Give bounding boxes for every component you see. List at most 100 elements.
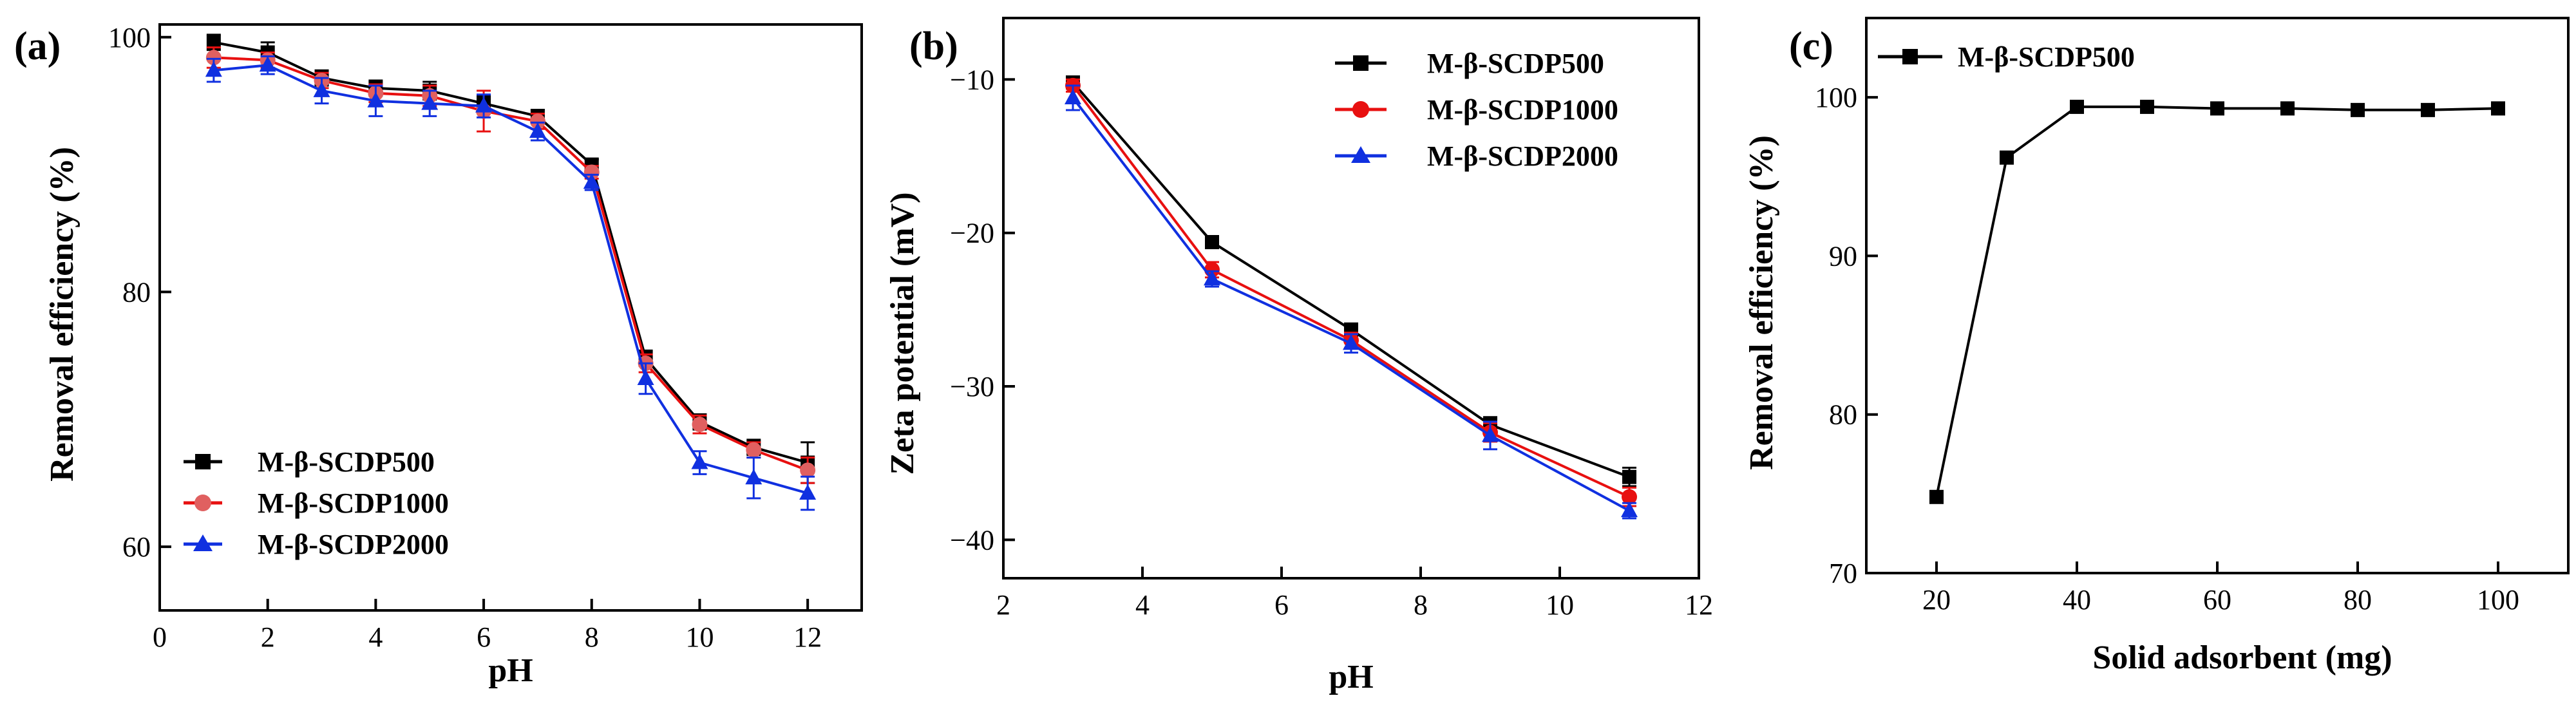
panel-a-series-2-point (259, 56, 276, 72)
panel-c: (c) 20 40 60 80 100 70 80 90 100 Solid adsorbent… (1743, 17, 2570, 676)
panel-label-c: (c) (1789, 24, 1833, 68)
panel-c-y-axis-title: Removal efficiency (%) (1743, 135, 1780, 470)
panel-b-x-tick-label: 4 (1135, 589, 1150, 621)
panel-a-series-2-point (421, 94, 439, 110)
panel-a-series-2-point (529, 122, 546, 138)
panel-c-x-tick-label: 100 (2477, 584, 2519, 616)
legend-a-label-1: M-β-SCDP1000 (258, 487, 449, 519)
panel-a: (a) 0 2 4 6 8 10 12 60 80 100 pH Removal efficien… (14, 22, 863, 689)
panel-c-x-axis-title: Solid adsorbent (mg) (2092, 639, 2392, 676)
panel-b-legend: M-β-SCDP500 M-β-SCDP1000 M-β-SCDP2000 (1335, 48, 1618, 172)
panel-a-y-tick-label: 100 (108, 22, 151, 53)
panel-a-series-2-point (205, 61, 222, 77)
panel-b-y-tick-label: −40 (950, 524, 994, 556)
panel-a-y-tick-label: 80 (122, 276, 151, 308)
panel-a-series-2-point (475, 97, 493, 113)
panel-c-y-tick-label: 70 (1829, 558, 1857, 589)
panel-a-x-tick-label: 12 (793, 621, 822, 653)
panel-c-plot: 20 40 60 80 100 70 80 90 100 (1815, 17, 2570, 616)
panel-b-y-tick-label: −20 (950, 218, 994, 249)
panel-c-series-0-point (2000, 150, 2014, 165)
legend-b-marker-1 (1352, 101, 1369, 118)
legend-c-marker-0 (1902, 49, 1918, 64)
panel-b-x-tick-label: 2 (996, 589, 1010, 621)
panel-a-series-1-point (692, 417, 708, 433)
panel-a-series-2-point (367, 91, 384, 108)
panel-a-x-tick-label: 0 (153, 621, 167, 653)
panel-a-series-1-point (205, 50, 222, 66)
panel-a-x-tick-label: 4 (368, 621, 383, 653)
panel-c-series-0-point (1929, 489, 1944, 504)
panel-b-series-1-point (1622, 489, 1637, 505)
panel-a-series-2-point (637, 369, 654, 385)
panel-a-x-tick-label: 6 (477, 621, 491, 653)
panel-c-series-0-point (2280, 101, 2295, 116)
panel-a-series-0-line (213, 41, 808, 464)
panel-a-x-tick-label: 10 (685, 621, 714, 653)
panel-a-series-2-point (691, 453, 708, 469)
panel-b-x-tick-label: 8 (1414, 589, 1428, 621)
panel-b-y-tick-label: −30 (950, 371, 994, 402)
panel-c-series-0-point (2491, 101, 2505, 116)
panel-a-legend: M-β-SCDP500 M-β-SCDP1000 M-β-SCDP2000 (184, 446, 449, 560)
legend-a-marker-1 (194, 495, 211, 511)
panel-b-series-0-point (1622, 469, 1636, 484)
panel-c-y-tick-label: 100 (1815, 82, 1857, 113)
panel-c-series-0-point (2140, 99, 2154, 114)
legend-a-label-2: M-β-SCDP2000 (258, 529, 449, 560)
legend-c-label-0: M-β-SCDP500 (1958, 41, 2135, 73)
panel-a-series-2-point (583, 173, 600, 189)
panel-c-x-tick-label: 60 (2203, 584, 2231, 616)
panel-b-plot: 2 4 6 8 10 12 −40 −30 −20 −10 (950, 17, 1713, 621)
panel-c-series-0-point (2351, 102, 2365, 117)
panel-a-plot: 0 2 4 6 8 10 12 60 80 100 (108, 22, 863, 653)
panel-a-series-2-point (745, 469, 762, 485)
panel-b-series-0-point (1205, 235, 1219, 249)
legend-b-label-0: M-β-SCDP500 (1427, 48, 1604, 79)
legend-a-marker-0 (195, 454, 211, 469)
panel-a-frame (158, 23, 863, 612)
panel-b-series-2-point (1065, 88, 1081, 104)
panel-a-series-1-point (529, 113, 545, 129)
panel-a-series-2-point (313, 81, 330, 97)
panel-c-x-tick-label: 80 (2344, 584, 2372, 616)
panel-label-b: (b) (909, 24, 958, 68)
panel-c-x-tick-label: 40 (2063, 584, 2091, 616)
panel-c-legend: M-β-SCDP500 (1878, 41, 2135, 73)
panel-a-series-1-point (800, 462, 816, 478)
panel-c-x-tick-label: 20 (1922, 584, 1951, 616)
panel-b-series-2-point (1204, 270, 1220, 286)
panel-b-y-axis-title: Zeta potential (mV) (884, 192, 921, 475)
legend-b-label-1: M-β-SCDP1000 (1427, 94, 1618, 126)
panel-b-frame (1002, 17, 1700, 580)
panel-c-y-tick-label: 80 (1829, 399, 1857, 431)
panel-label-a: (a) (14, 24, 61, 68)
panel-b: (b) 2 4 6 8 10 12 −40 −30 −20 −10 pH Zeta potenti… (884, 17, 1713, 695)
panel-a-y-tick-label: 60 (122, 531, 151, 563)
panel-a-series-1-point (583, 164, 600, 180)
legend-b-marker-0 (1353, 55, 1368, 71)
panel-c-series-0-point (2210, 101, 2224, 116)
panel-b-series-2-point (1621, 502, 1638, 518)
panel-a-series-1-line (213, 56, 808, 472)
panel-b-x-tick-label: 12 (1685, 589, 1713, 621)
panel-c-series-0-point (2421, 102, 2435, 117)
panel-c-series-0-point (2070, 99, 2084, 114)
panel-a-series-1-point (746, 442, 762, 458)
panel-a-x-tick-label: 2 (261, 621, 275, 653)
panel-b-series-2-point (1343, 334, 1359, 350)
panel-a-y-axis-title: Removal efficiency (%) (44, 147, 80, 482)
legend-a-marker-2 (193, 534, 213, 551)
panel-a-series-2-line (213, 64, 808, 495)
panel-b-series-2-point (1482, 426, 1499, 442)
legend-b-marker-2 (1351, 146, 1370, 163)
panel-c-y-tick-label: 90 (1829, 240, 1857, 272)
legend-a-label-0: M-β-SCDP500 (258, 446, 435, 478)
panel-a-series-0-point (206, 35, 221, 50)
panel-b-y-tick-label: −10 (950, 64, 994, 95)
panel-b-x-axis-title: pH (1329, 659, 1373, 695)
panel-b-x-tick-label: 10 (1546, 589, 1574, 621)
panel-a-x-axis-title: pH (488, 652, 533, 689)
legend-b-label-2: M-β-SCDP2000 (1427, 140, 1618, 172)
